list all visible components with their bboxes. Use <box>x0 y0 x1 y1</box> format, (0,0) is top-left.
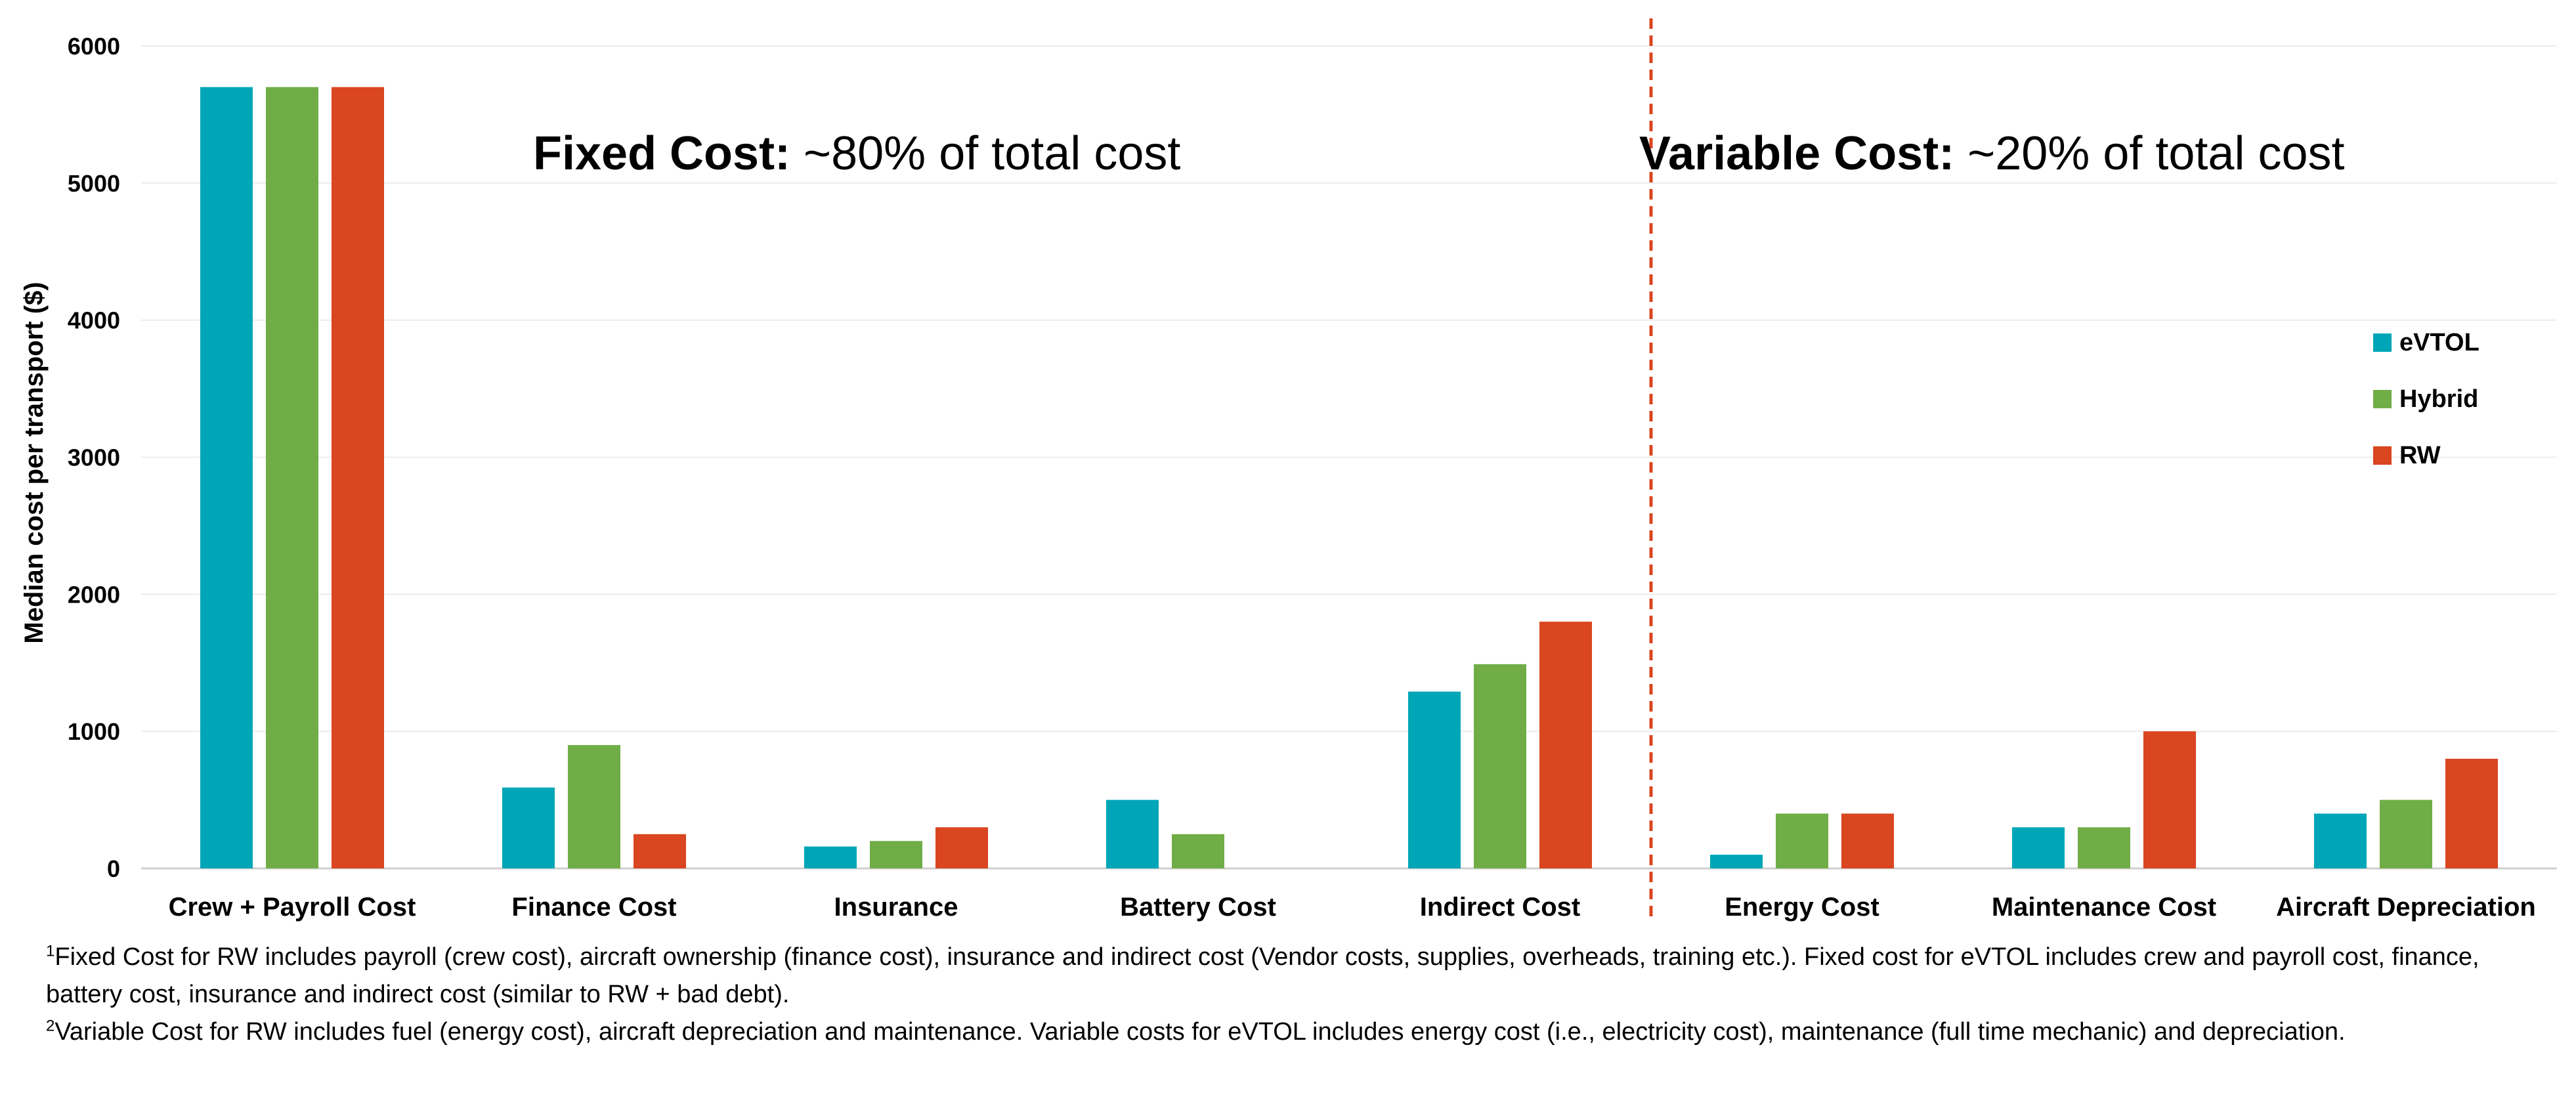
legend-label-evtol: eVTOL <box>2399 329 2479 356</box>
variable-cost-text: ~20% of total cost <box>1954 127 2344 180</box>
legend-swatch-hybrid <box>2373 390 2392 408</box>
y-axis-label: Median cost per transport ($) <box>20 282 49 643</box>
bar-rw-5 <box>1841 813 1894 868</box>
bar-evtol-2 <box>804 846 857 868</box>
bar-hybrid-0 <box>266 87 318 868</box>
footnote-1-text: Fixed Cost for RW includes payroll (crew… <box>46 943 2479 1008</box>
footnotes: 1Fixed Cost for RW includes payroll (cre… <box>46 939 2541 1051</box>
y-tick-3000: 3000 <box>68 444 120 471</box>
bar-hybrid-2 <box>870 841 922 868</box>
fixed-cost-bold: Fixed Cost: <box>533 127 790 180</box>
bar-rw-0 <box>332 87 384 868</box>
x-category-label: Indirect Cost <box>1420 893 1580 922</box>
bar-hybrid-5 <box>1776 813 1828 868</box>
bar-evtol-1 <box>502 787 555 868</box>
y-tick-2000: 2000 <box>68 581 120 608</box>
x-category-label: Crew + Payroll Cost <box>169 893 416 922</box>
y-axis-ticks: 0 1000 2000 3000 4000 5000 6000 <box>68 33 120 882</box>
y-tick-4000: 4000 <box>68 307 120 334</box>
bar-hybrid-4 <box>1474 664 1526 868</box>
bar-evtol-7 <box>2314 813 2367 868</box>
bar-evtol-3 <box>1106 799 1159 868</box>
bar-rw-2 <box>935 827 988 868</box>
x-category-label: Maintenance Cost <box>1992 893 2216 922</box>
footnote-1: 1Fixed Cost for RW includes payroll (cre… <box>46 939 2541 1013</box>
legend-label-rw: RW <box>2399 442 2441 469</box>
y-tick-6000: 6000 <box>68 33 120 60</box>
cost-bar-chart: 0 1000 2000 3000 4000 5000 6000 Crew + Payroll… <box>20 18 2557 922</box>
x-category-label: Finance Cost <box>511 893 676 922</box>
bar-rw-4 <box>1539 622 1592 868</box>
fixed-cost-text: ~80% of total cost <box>790 127 1180 180</box>
bar-evtol-4 <box>1408 691 1461 868</box>
fixed-cost-region-label: Fixed Cost: ~80% of total cost <box>533 127 1180 180</box>
bar-evtol-6 <box>2012 827 2065 868</box>
bar-rw-1 <box>633 834 686 868</box>
bar-hybrid-7 <box>2380 799 2432 868</box>
footnote-2: 2Variable Cost for RW includes fuel (ene… <box>46 1013 2541 1051</box>
bar-rw-7 <box>2445 758 2498 868</box>
x-category-label: Insurance <box>834 893 958 922</box>
footnote-2-text: Variable Cost for RW includes fuel (ener… <box>54 1018 2346 1046</box>
legend: eVTOL Hybrid RW <box>2373 329 2479 469</box>
bar-hybrid-1 <box>568 745 620 868</box>
bar-evtol-0 <box>200 87 253 868</box>
bar-evtol-5 <box>1710 855 1763 868</box>
x-category-label: Aircraft Depreciation <box>2276 893 2536 922</box>
legend-swatch-evtol <box>2373 333 2392 352</box>
bars <box>200 87 2498 868</box>
variable-cost-region-label: Variable Cost: ~20% of total cost <box>1639 127 2345 180</box>
bar-rw-6 <box>2143 731 2196 868</box>
bar-hybrid-3 <box>1172 834 1224 868</box>
x-axis-categories: Crew + Payroll Cost Finance Cost Insurance… <box>169 893 2536 922</box>
legend-swatch-rw <box>2373 446 2392 465</box>
variable-cost-bold: Variable Cost: <box>1639 127 1954 180</box>
x-category-label: Energy Cost <box>1725 893 1879 922</box>
x-category-label: Battery Cost <box>1120 893 1276 922</box>
y-tick-1000: 1000 <box>68 718 120 745</box>
y-tick-5000: 5000 <box>68 170 120 197</box>
y-tick-0: 0 <box>107 855 120 882</box>
bar-hybrid-6 <box>2078 827 2130 868</box>
legend-label-hybrid: Hybrid <box>2399 385 2478 413</box>
footnote-1-mark: 1 <box>46 942 55 960</box>
footnote-2-mark: 2 <box>46 1017 55 1035</box>
